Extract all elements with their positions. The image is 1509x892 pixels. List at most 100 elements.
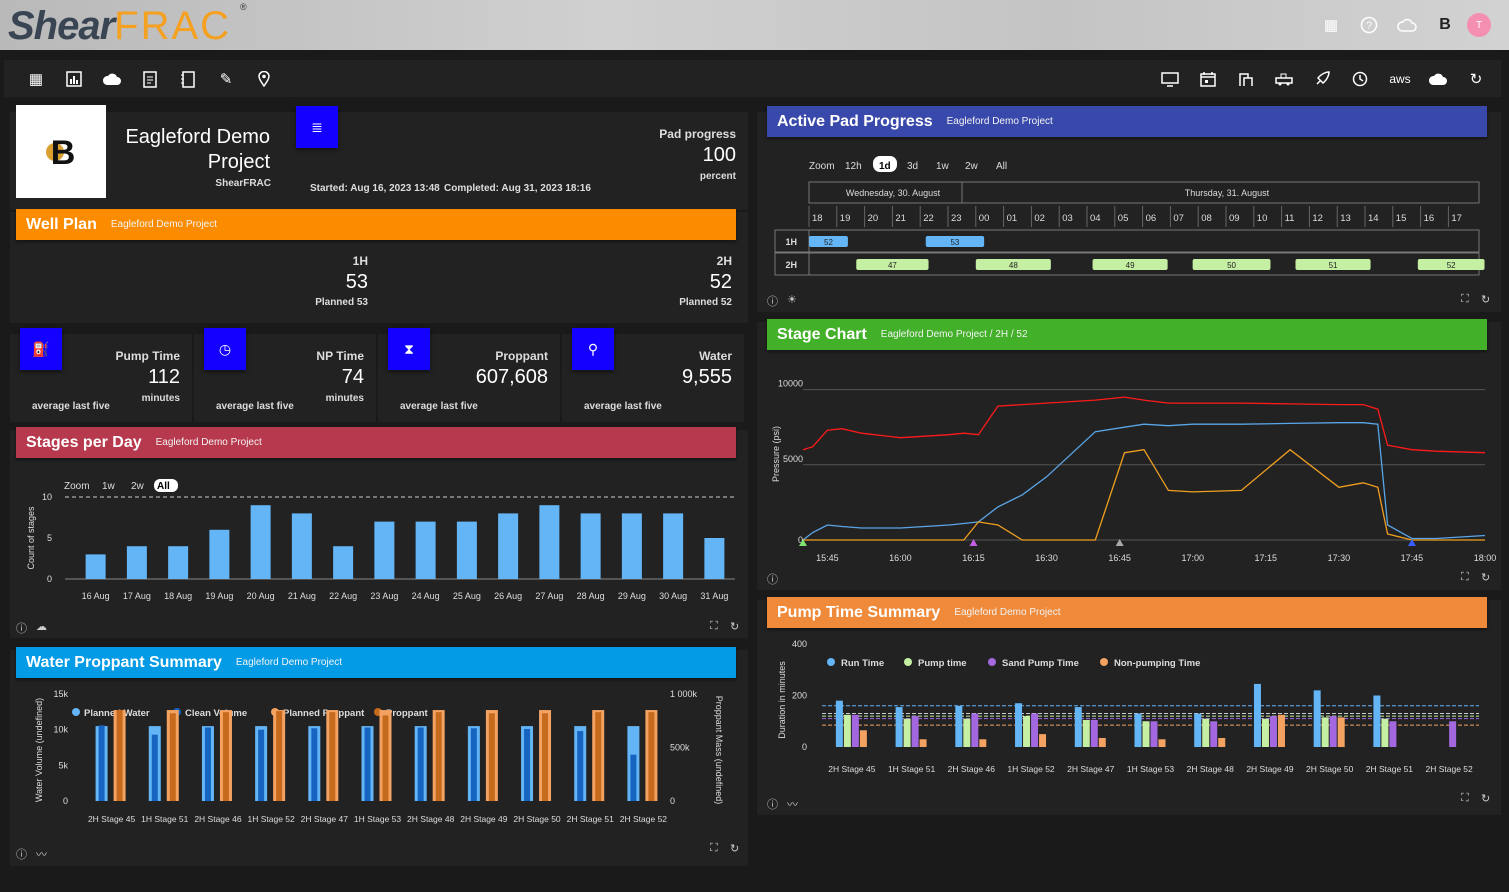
trend-icon[interactable]: 〰 bbox=[787, 799, 798, 811]
x-tick-label: 1H Stage 51 bbox=[888, 764, 936, 774]
pad-progress-unit: percent bbox=[699, 171, 736, 182]
refresh-small-icon[interactable]: ↻ bbox=[1481, 294, 1491, 306]
pump-bar-2 bbox=[971, 713, 979, 747]
clean-volume-bar bbox=[151, 734, 158, 801]
x-tick-label: 30 Aug bbox=[659, 591, 687, 601]
info-icon[interactable]: ⓘ bbox=[767, 574, 778, 586]
legend-marker bbox=[827, 658, 835, 666]
pump-bar-3 bbox=[859, 730, 867, 747]
pencil-icon[interactable]: ✎ bbox=[219, 71, 233, 88]
pump-time-icon[interactable]: ⛽ bbox=[20, 328, 62, 370]
stage-bar bbox=[1192, 259, 1271, 270]
bar bbox=[85, 554, 106, 579]
dashboard-icon[interactable]: ▦ bbox=[28, 71, 44, 88]
hour-label: 03 bbox=[1062, 213, 1073, 224]
project-title-line2: Project bbox=[207, 151, 270, 173]
fullscreen-icon[interactable]: ⛶ bbox=[710, 620, 718, 632]
water-tap-icon[interactable]: ⚲ bbox=[572, 328, 614, 370]
calendar-icon[interactable] bbox=[1198, 69, 1218, 89]
project-badge-icon[interactable]: ≣ bbox=[296, 106, 338, 148]
shearfrac-logo[interactable]: ShearFRAC bbox=[8, 4, 232, 48]
info-icon[interactable]: ⓘ bbox=[767, 799, 778, 811]
x-tick-label: 2H Stage 47 bbox=[301, 814, 349, 824]
pump-bar-1 bbox=[1082, 719, 1090, 747]
cloud-upload-icon[interactable] bbox=[102, 69, 122, 89]
fullscreen-icon[interactable]: ⛶ bbox=[710, 842, 718, 854]
fullscreen-icon[interactable]: ⛶ bbox=[1461, 293, 1469, 305]
info-icon[interactable]: ⓘ bbox=[16, 623, 27, 635]
zoom-option-All: All bbox=[996, 161, 1007, 172]
clean-volume-bar bbox=[630, 754, 637, 801]
y-left-label: Water Volume (undefined) bbox=[34, 698, 44, 802]
np-time-icon[interactable]: ◷ bbox=[204, 328, 246, 370]
zoom-active-pill bbox=[873, 156, 897, 172]
info-icon[interactable]: ⓘ bbox=[767, 296, 778, 308]
x-tick-label: 25 Aug bbox=[453, 591, 481, 601]
pump-bar-0 bbox=[1194, 713, 1202, 747]
hour-label: 15 bbox=[1396, 213, 1407, 224]
pad-progress-title: Active Pad Progress bbox=[777, 112, 933, 130]
fullscreen-icon[interactable]: ⛶ bbox=[1461, 571, 1469, 583]
bar bbox=[663, 513, 684, 579]
pad-progress-label: Pad progress bbox=[659, 127, 736, 141]
y-tick-label: 10000 bbox=[778, 379, 803, 389]
zoom-active-pill bbox=[154, 479, 178, 492]
frac-truck-icon[interactable] bbox=[1274, 69, 1294, 89]
document-sync-icon[interactable] bbox=[140, 69, 160, 89]
y-left-tick: 0 bbox=[63, 796, 68, 806]
trend-icon[interactable]: 〰 bbox=[36, 849, 47, 861]
y-tick-label: 10 bbox=[42, 492, 52, 502]
company-logo-icon: B bbox=[46, 134, 76, 172]
refresh-icon[interactable]: ↻ bbox=[1469, 71, 1483, 88]
user-avatar[interactable]: T bbox=[1467, 13, 1491, 37]
x-tick-label: 2H Stage 50 bbox=[513, 814, 561, 824]
refresh-small-icon[interactable]: ↻ bbox=[730, 621, 740, 633]
x-tick-label: 1H Stage 52 bbox=[248, 814, 296, 824]
refresh-small-icon[interactable]: ↻ bbox=[730, 843, 740, 855]
bar bbox=[250, 505, 271, 579]
hourglass-icon[interactable]: ⧗ bbox=[388, 328, 430, 370]
brand-b-icon[interactable]: B bbox=[1439, 16, 1451, 33]
well-plan-card: Well Plan Eagleford Demo Project 1H 53 Pl… bbox=[10, 209, 748, 323]
well-1h-name: 1H bbox=[352, 254, 368, 268]
stat-label: Proppant bbox=[495, 349, 548, 363]
clock-icon[interactable] bbox=[1350, 69, 1370, 89]
monitor-icon[interactable] bbox=[1160, 69, 1180, 89]
bar bbox=[374, 521, 395, 579]
bar bbox=[415, 521, 436, 579]
pump-jack-icon[interactable] bbox=[1236, 69, 1256, 89]
well-1h-planned: Planned 53 bbox=[315, 297, 368, 308]
info-icon[interactable]: ⓘ bbox=[16, 849, 27, 861]
x-tick-label: 16:15 bbox=[962, 553, 985, 563]
cloud-small-icon[interactable]: ☁ bbox=[36, 621, 47, 633]
rocket-icon[interactable] bbox=[1312, 69, 1332, 89]
bar bbox=[168, 546, 189, 579]
help-icon[interactable]: ? bbox=[1358, 14, 1380, 36]
pressure-chart: 0 5000 10000 Pressure (psi) 15:45 16:00 16:15 1… bbox=[771, 379, 1496, 563]
stage-chart-subtitle: Eagleford Demo Project / 2H / 52 bbox=[880, 329, 1028, 340]
hour-label: 23 bbox=[951, 213, 962, 224]
svg-text:B: B bbox=[51, 134, 76, 172]
x-tick-label: 26 Aug bbox=[494, 591, 522, 601]
map-pin-icon[interactable] bbox=[254, 69, 274, 89]
pump-bar-1 bbox=[843, 714, 851, 747]
svg-text:?: ? bbox=[1366, 20, 1372, 32]
legend-marker bbox=[904, 658, 912, 666]
cloud-upload-icon-2[interactable] bbox=[1428, 69, 1448, 89]
fullscreen-icon[interactable]: ⛶ bbox=[1461, 792, 1469, 804]
dashboard-grid-icon[interactable]: ▦ bbox=[1323, 17, 1339, 34]
proppant-bar bbox=[488, 713, 495, 801]
y-tick-label: 5000 bbox=[783, 454, 803, 464]
refresh-small-icon[interactable]: ↻ bbox=[1481, 572, 1491, 584]
refresh-small-icon[interactable]: ↻ bbox=[1481, 793, 1491, 805]
pump-bar-2 bbox=[1031, 713, 1039, 747]
pump-time-subtitle: Eagleford Demo Project bbox=[954, 607, 1061, 618]
sun-icon[interactable]: ☀ bbox=[787, 294, 797, 306]
aws-icon[interactable]: aws bbox=[1389, 72, 1411, 86]
bar-chart-icon[interactable] bbox=[64, 69, 84, 89]
hour-label: 20 bbox=[868, 213, 879, 224]
cloud-icon[interactable] bbox=[1396, 14, 1418, 36]
stage-chart-header: Stage Chart Eagleford Demo Project / 2H /… bbox=[767, 319, 1487, 350]
stat-np-time: ◷ NP Time 74 minutes average last five bbox=[194, 328, 376, 422]
notebook-icon[interactable] bbox=[178, 69, 198, 89]
